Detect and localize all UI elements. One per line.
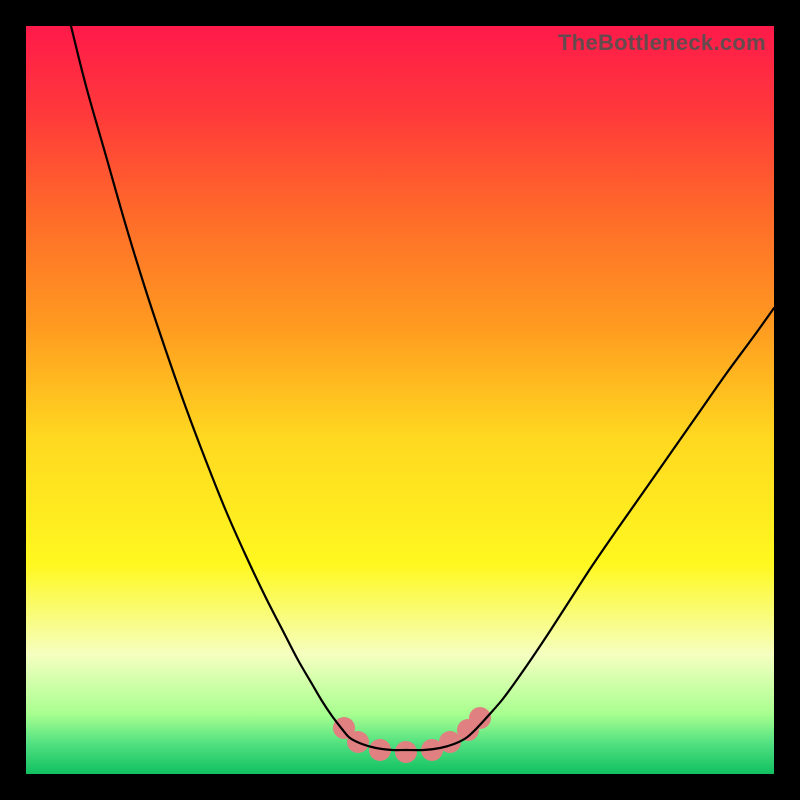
bottleneck-curve (26, 26, 774, 774)
optimum-marker (395, 741, 417, 763)
chart-frame: TheBottleneck.com (0, 0, 800, 800)
watermark-text: TheBottleneck.com (558, 30, 766, 56)
curve-line (71, 26, 774, 750)
plot-area: TheBottleneck.com (26, 26, 774, 774)
optimum-markers (333, 707, 491, 763)
